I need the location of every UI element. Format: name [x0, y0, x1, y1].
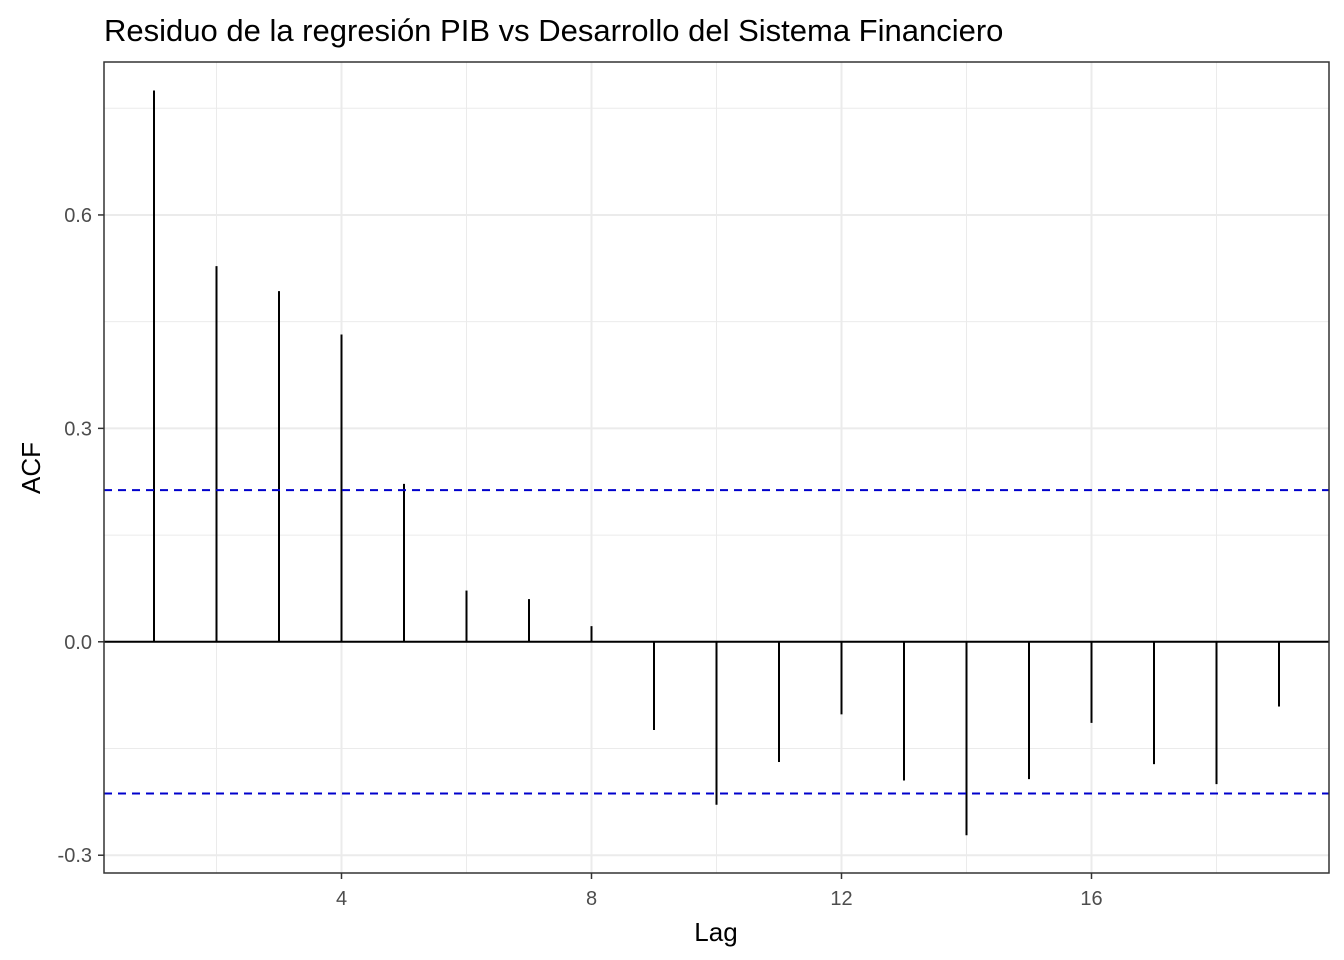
chart-title: Residuo de la regresión PIB vs Desarroll… [104, 13, 1003, 48]
y-tick-label: 0.0 [64, 632, 92, 654]
y-axis-title: ACF [16, 442, 46, 494]
x-tick-label: 12 [830, 888, 852, 910]
y-tick-label: 0.3 [64, 418, 92, 440]
panel-border [103, 61, 1330, 874]
x-tick-label: 8 [586, 888, 597, 910]
y-tick-label: -0.3 [58, 845, 92, 867]
y-tick-label: 0.6 [64, 205, 92, 227]
x-tick-label: 16 [1080, 888, 1102, 910]
x-axis-title: Lag [694, 917, 737, 947]
plot-panel: 4 8 12 16 -0.3 0.0 0.3 0.6 [58, 61, 1330, 910]
x-tick-label: 4 [336, 888, 347, 910]
